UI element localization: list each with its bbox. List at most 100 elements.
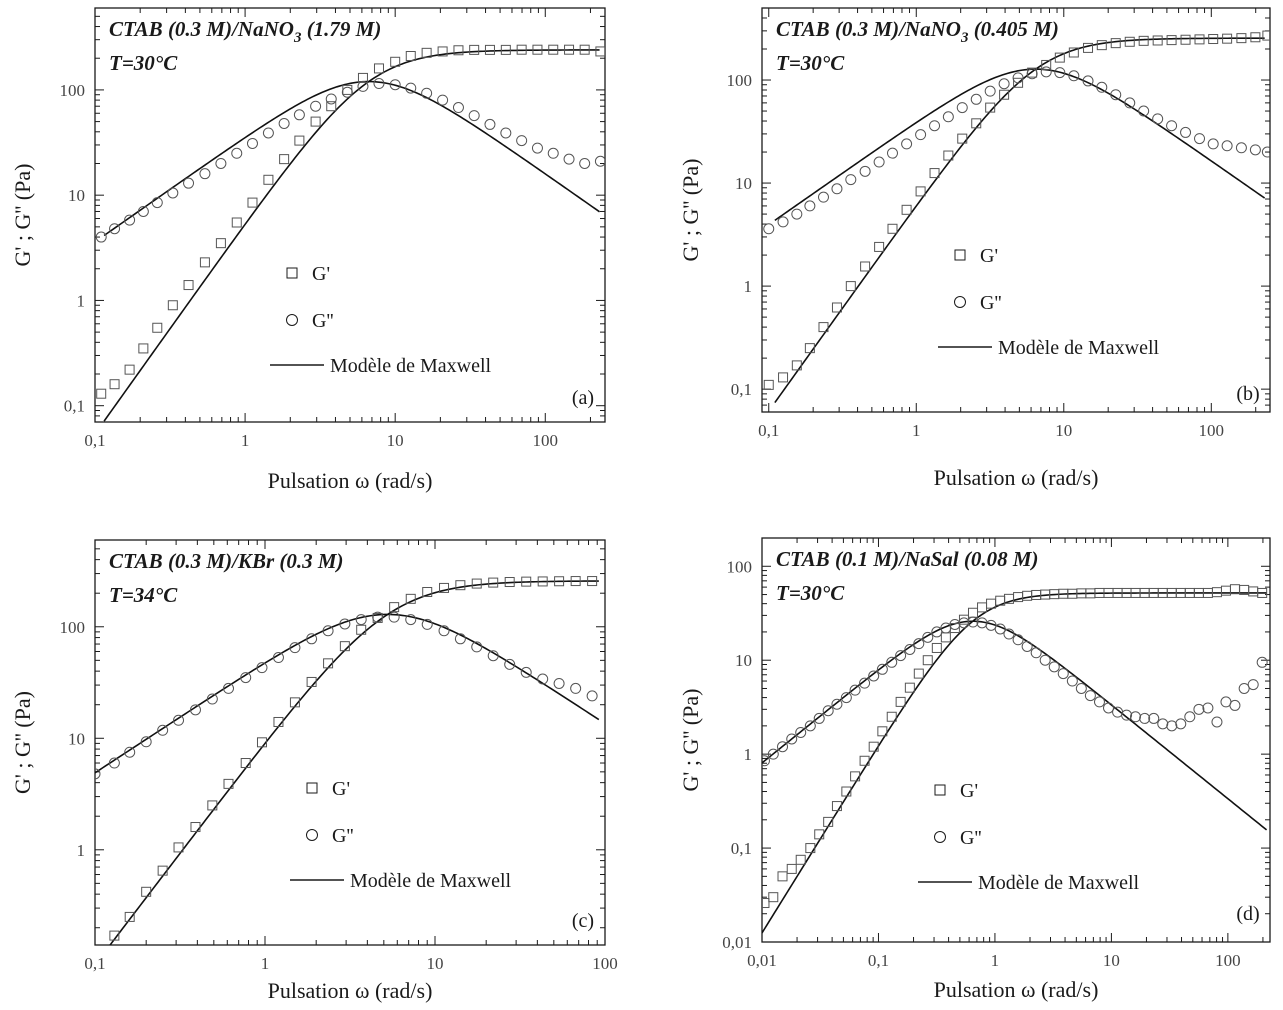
storage-modulus-point	[1236, 33, 1247, 44]
storage-modulus-point	[1208, 34, 1219, 45]
y-axis-label: G' ; G'' (Pa)	[10, 691, 35, 794]
loss-modulus-point	[293, 109, 305, 121]
storage-modulus-point	[373, 63, 384, 74]
storage-modulus-point	[1166, 35, 1177, 46]
loss-modulus-point	[1235, 142, 1247, 154]
loss-modulus-point	[1021, 640, 1033, 652]
storage-modulus-point	[294, 135, 305, 146]
loss-modulus-point	[240, 672, 252, 684]
legend-label-model: Modèle de Maxwell	[350, 870, 512, 892]
loss-modulus-point	[215, 157, 227, 169]
maxwell-loss-curve	[762, 620, 1268, 831]
storage-modulus-point	[814, 829, 825, 840]
storage-modulus-point	[795, 854, 806, 865]
loss-modulus-point	[1138, 105, 1150, 117]
maxwell-loss-curve	[103, 80, 601, 237]
chart-panel-c: 0,1 1 10 100 1 10 100 Pulsation ω (rad/s) G' ; G…	[10, 539, 618, 1003]
loss-modulus-point	[579, 157, 591, 169]
storage-modulus-point	[831, 302, 842, 313]
loss-modulus-point	[1256, 656, 1268, 668]
panel-tag: (a)	[572, 387, 594, 409]
storage-modulus-point	[554, 576, 565, 587]
loss-modulus-point	[1249, 144, 1261, 156]
chart-title: CTAB (0.3 M)/KBr (0.3 M)	[109, 549, 344, 573]
legend-label-loss: G''	[960, 827, 982, 849]
plot-frame	[761, 537, 1271, 943]
storage-modulus-point	[199, 257, 210, 268]
loss-modulus-point	[289, 642, 301, 654]
storage-modulus-point	[263, 174, 274, 185]
loss-modulus-point	[762, 755, 770, 767]
storage-modulus-point	[437, 46, 448, 57]
loss-modulus-point	[1082, 75, 1094, 87]
loss-modulus-point	[1068, 70, 1080, 82]
loss-modulus-point	[922, 631, 934, 643]
panel-tag: (c)	[572, 910, 594, 932]
loss-modulus-point	[1211, 716, 1223, 728]
storage-modulus-point	[579, 44, 590, 55]
chart-panel-a: 0,1 1 10 100 0,1 1 10 100 Pulsation ω (rad/s) G' …	[10, 7, 606, 493]
loss-modulus-point	[786, 733, 798, 745]
storage-modulus-point	[1013, 77, 1024, 88]
legend-label-model: Modèle de Maxwell	[330, 355, 492, 377]
storage-modulus-point	[306, 676, 317, 687]
loss-modulus-point	[594, 155, 605, 167]
storage-modulus-point	[548, 44, 559, 55]
loss-modulus-point	[1012, 72, 1024, 84]
loss-modulus-point	[970, 93, 982, 105]
loss-modulus-point	[570, 682, 582, 694]
loss-modulus-point	[520, 666, 532, 678]
storage-modulus-point	[504, 577, 515, 588]
storage-modulus-point	[587, 576, 598, 587]
loss-modulus-point	[984, 85, 996, 97]
storage-modulus-point	[1054, 52, 1065, 63]
chart-title-subscript: 3	[960, 30, 969, 46]
y-tick-label: 100	[727, 557, 753, 576]
storage-modulus-point	[240, 758, 251, 769]
loss-modulus-point	[1247, 679, 1259, 691]
loss-modulus-point	[372, 611, 384, 623]
storage-modulus-point	[109, 930, 120, 941]
legend-label-loss: G''	[980, 292, 1002, 314]
x-tick-label: 100	[1215, 951, 1241, 970]
legend-label-storage: G'	[312, 263, 330, 285]
storage-modulus-point	[1083, 42, 1094, 53]
legend-square-icon	[954, 249, 966, 261]
storage-modulus-point	[1257, 587, 1268, 598]
storage-modulus-point	[1138, 35, 1149, 46]
loss-modulus-point	[95, 231, 107, 243]
plot-area	[763, 30, 1270, 404]
loss-modulus-point	[278, 117, 290, 129]
storage-modulus-point	[904, 682, 915, 693]
storage-modulus-point	[1180, 34, 1191, 45]
loss-modulus-point	[1102, 702, 1114, 714]
loss-modulus-point	[95, 768, 101, 780]
storage-modulus-point	[247, 197, 258, 208]
loss-modulus-point	[822, 705, 834, 717]
storage-modulus-point	[877, 726, 888, 737]
loss-modulus-point	[1175, 718, 1187, 730]
loss-modulus-point	[437, 94, 449, 106]
chart-title: CTAB (0.1 M)/NaSal (0.08 M)	[776, 547, 1039, 571]
loss-modulus-point	[767, 748, 779, 760]
storage-modulus-point	[500, 44, 511, 55]
chart-panel-b: 0,1 1 10 100 0,1 1 10 100 Pulsation ω (rad/s) G' …	[678, 7, 1271, 490]
loss-modulus-point	[1110, 89, 1122, 101]
loss-modulus-point	[231, 147, 243, 159]
storage-modulus-point	[1041, 59, 1052, 70]
loss-modulus-point	[157, 724, 169, 736]
legend-circle-icon	[286, 314, 298, 326]
storage-modulus-point	[1152, 35, 1163, 46]
storage-modulus-point	[323, 658, 334, 669]
loss-modulus-point	[484, 118, 496, 130]
x-tick-label: 1	[261, 954, 270, 973]
loss-modulus-point	[373, 78, 385, 90]
loss-modulus-point	[795, 726, 807, 738]
loss-modulus-point	[531, 142, 543, 154]
loss-modulus-point	[994, 623, 1006, 635]
storage-modulus-point	[850, 771, 861, 782]
y-axis-label: G' ; G'' (Pa)	[678, 159, 703, 262]
storage-modulus-point	[207, 800, 218, 811]
loss-modulus-point	[1026, 68, 1038, 80]
chart-title-subscript: 3	[293, 30, 302, 46]
